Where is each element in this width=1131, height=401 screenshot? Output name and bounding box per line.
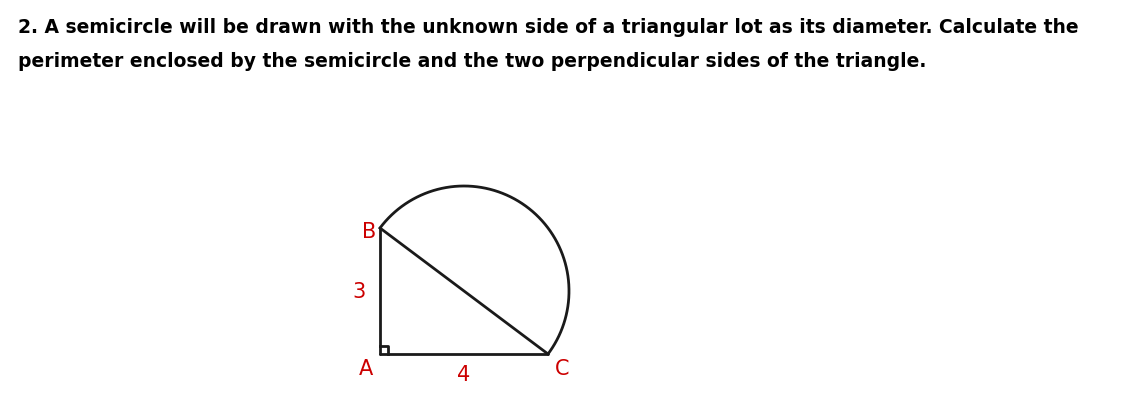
Text: perimeter enclosed by the semicircle and the two perpendicular sides of the tria: perimeter enclosed by the semicircle and…	[18, 52, 926, 71]
Text: C: C	[554, 358, 569, 378]
Text: 4: 4	[457, 364, 470, 384]
Text: B: B	[362, 221, 375, 241]
Text: A: A	[359, 358, 373, 378]
Text: 2. A semicircle will be drawn with the unknown side of a triangular lot as its d: 2. A semicircle will be drawn with the u…	[18, 18, 1079, 37]
Text: 3: 3	[353, 281, 365, 301]
